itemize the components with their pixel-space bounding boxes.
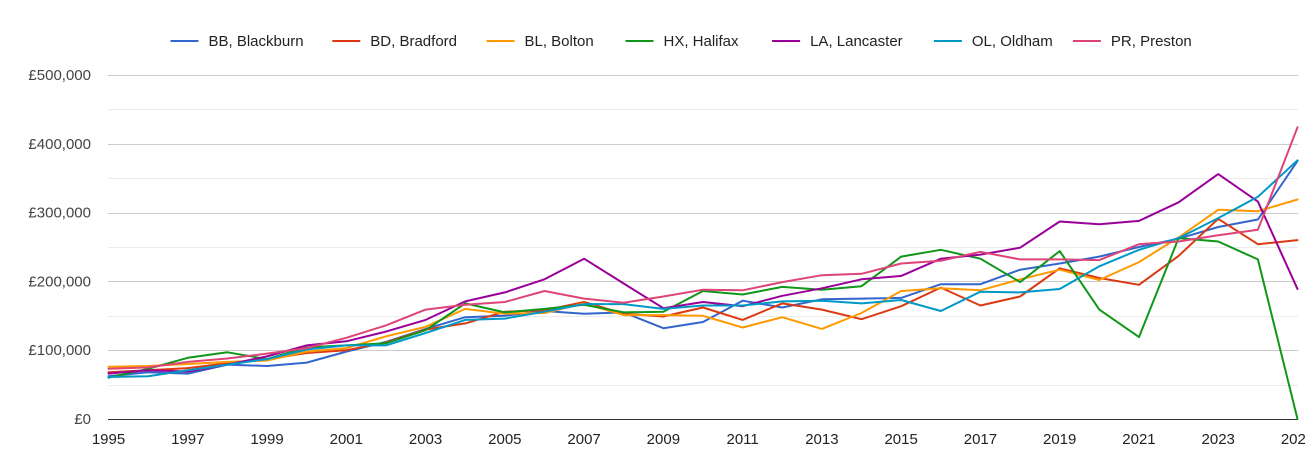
- legend-label: OL, Oldham: [972, 33, 1053, 50]
- legend-item-bd[interactable]: BD, Bradford: [332, 33, 457, 50]
- legend-label: BD, Bradford: [370, 33, 457, 50]
- series-line-bb[interactable]: [107, 160, 1299, 378]
- x-tick-label: 2017: [964, 431, 997, 448]
- legend-item-hx[interactable]: HX, Halifax: [625, 33, 740, 50]
- y-tick-label: £400,000: [28, 136, 91, 153]
- x-tick-label: 2021: [1122, 431, 1155, 448]
- series-line-hx[interactable]: [107, 237, 1299, 420]
- legend-label: PR, Preston: [1111, 33, 1192, 50]
- y-axis-ticks: £0 £100,000 £200,000 £300,000 £400,000 £500,0…: [28, 67, 91, 428]
- series-line-la[interactable]: [107, 173, 1299, 375]
- legend-label: BB, Blackburn: [209, 33, 304, 50]
- x-tick-label: 1999: [250, 431, 283, 448]
- legend-label: BL, Bolton: [525, 33, 594, 50]
- y-tick-label: £200,000: [28, 273, 91, 290]
- legend-item-ol[interactable]: OL, Oldham: [933, 33, 1053, 50]
- x-tick-label: 2003: [409, 431, 442, 448]
- legend-item-bb[interactable]: BB, Blackburn: [170, 33, 304, 50]
- x-axis-ticks: 1995 1997 1999 2001 2003 2005 2007 2009 2011 2013…: [92, 431, 1305, 448]
- x-tick-label: 2025: [1281, 431, 1305, 448]
- legend-item-pr[interactable]: PR, Preston: [1072, 33, 1192, 50]
- x-tick-label: 1997: [171, 431, 204, 448]
- x-tick-label: 2013: [805, 431, 838, 448]
- legend: BB, Blackburn BD, Bradford BL, Bolton HX, H…: [170, 33, 1192, 50]
- legend-item-bl[interactable]: BL, Bolton: [486, 33, 594, 50]
- y-tick-label: £0: [74, 411, 91, 428]
- x-tick-label: 2015: [884, 431, 917, 448]
- y-tick-label: £100,000: [28, 342, 91, 359]
- y-tick-label: £300,000: [28, 205, 91, 222]
- legend-label: HX, Halifax: [664, 33, 740, 50]
- x-tick-label: 2019: [1043, 431, 1076, 448]
- series-line-bl[interactable]: [107, 198, 1299, 368]
- x-tick-label: 2007: [567, 431, 600, 448]
- legend-label: LA, Lancaster: [810, 33, 903, 50]
- x-tick-label: 2005: [488, 431, 521, 448]
- series-line-ol[interactable]: [107, 159, 1299, 378]
- x-tick-label: 2001: [330, 431, 363, 448]
- series-line-bd[interactable]: [107, 217, 1299, 374]
- x-tick-label: 2011: [727, 431, 759, 448]
- x-tick-label: 1995: [92, 431, 125, 448]
- legend-item-la[interactable]: LA, Lancaster: [772, 33, 903, 50]
- series-lines: [107, 126, 1299, 420]
- y-tick-label: £500,000: [28, 67, 91, 84]
- x-tick-label: 2009: [647, 431, 680, 448]
- x-tick-label: 2023: [1202, 431, 1235, 448]
- gridlines: [108, 75, 1298, 420]
- series-line-pr[interactable]: [107, 126, 1299, 370]
